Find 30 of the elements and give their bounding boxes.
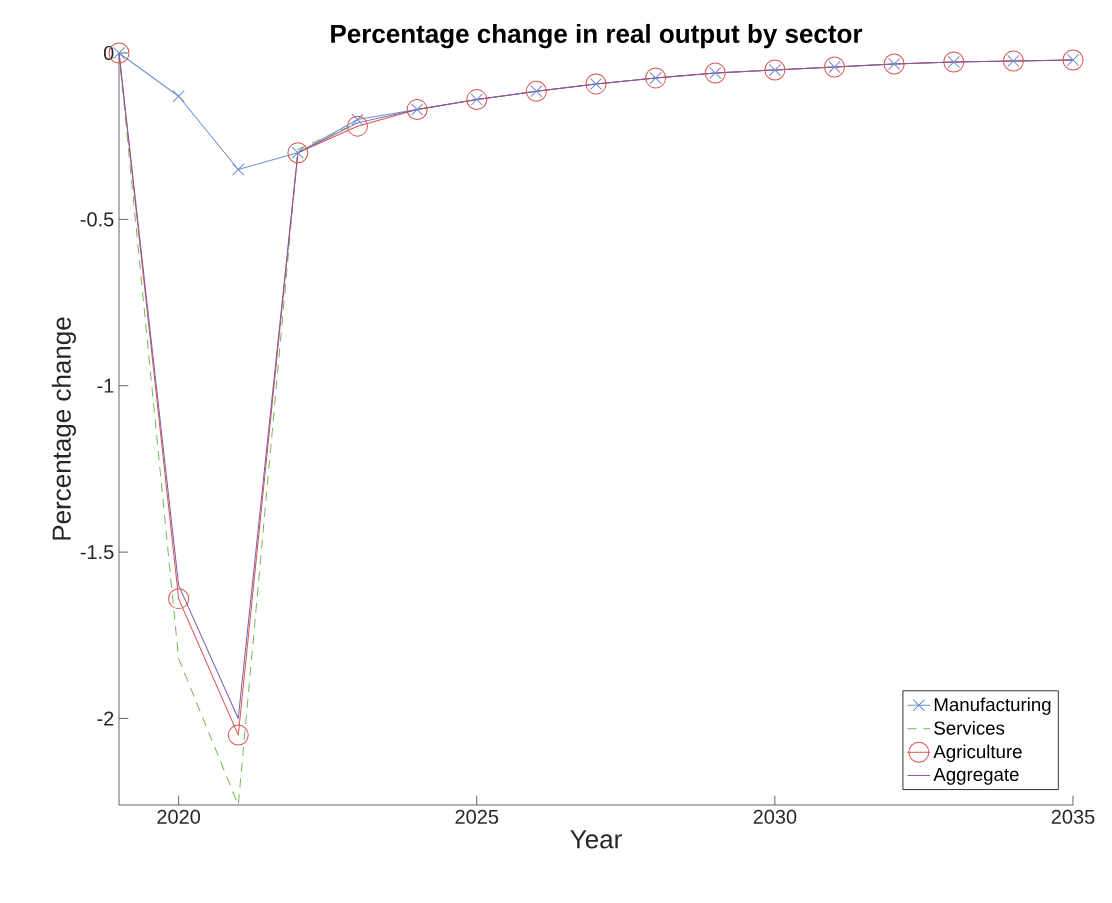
x-axis-title: Year bbox=[570, 830, 622, 849]
point bbox=[232, 163, 245, 176]
y-tick-label: 0 bbox=[103, 45, 114, 61]
legend-label: Services bbox=[934, 720, 1005, 735]
point bbox=[168, 588, 190, 610]
y-tick-label: -1.5 bbox=[80, 545, 114, 560]
y-tick-label: -0.5 bbox=[80, 212, 114, 227]
point bbox=[824, 56, 846, 78]
point bbox=[287, 142, 309, 164]
point bbox=[1002, 50, 1024, 72]
point bbox=[525, 80, 547, 102]
point bbox=[466, 89, 488, 111]
point bbox=[406, 99, 428, 121]
point bbox=[943, 51, 965, 73]
y-tick-label: -2 bbox=[97, 711, 114, 726]
x-tick-label: 2020 bbox=[157, 809, 201, 824]
legend-label: Aggregate bbox=[933, 768, 1019, 785]
chart-title: Percentage change in real output by sector bbox=[331, 23, 863, 49]
y-axis-title: Percentage change bbox=[51, 317, 77, 540]
legend-label: Agriculture bbox=[933, 744, 1022, 762]
point bbox=[704, 62, 726, 84]
x-tick-label: 2030 bbox=[753, 809, 797, 824]
point bbox=[172, 90, 185, 103]
point bbox=[645, 67, 667, 89]
x-tick-label: 2035 bbox=[1051, 809, 1095, 824]
point bbox=[227, 724, 249, 746]
legend-label: Manufacturing bbox=[934, 697, 1051, 715]
point bbox=[347, 115, 369, 137]
y-tick-label: -1 bbox=[97, 378, 114, 393]
x-tick-label: 2025 bbox=[455, 809, 499, 824]
